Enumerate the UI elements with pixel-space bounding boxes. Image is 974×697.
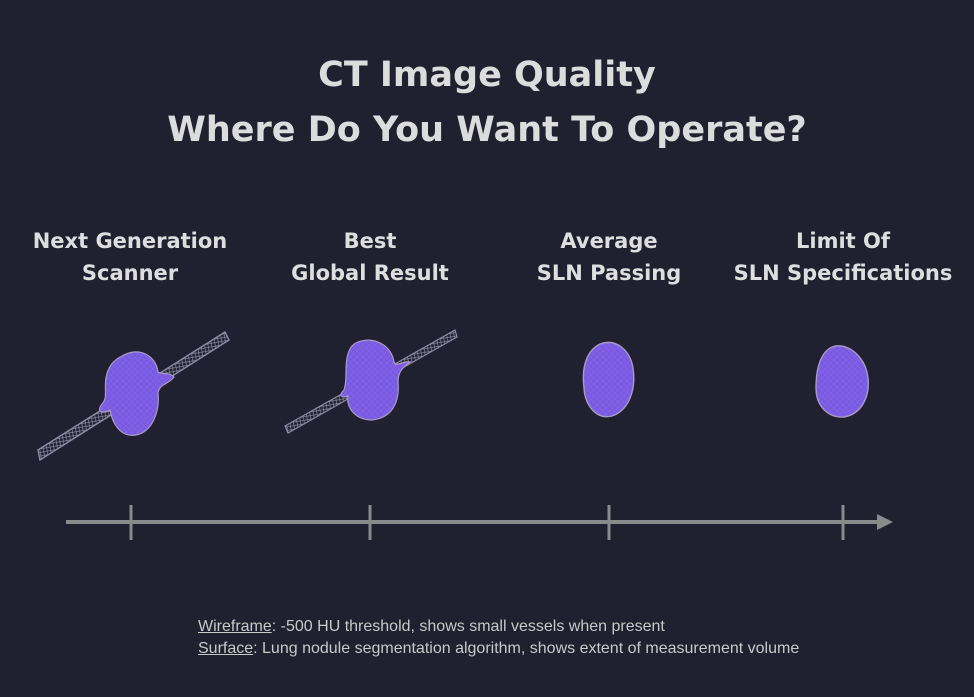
- nodule-surface: [340, 339, 412, 421]
- column-label-line-2: SLN Passing: [536, 261, 682, 285]
- axis-arrowhead: [877, 514, 893, 530]
- legend-wireframe-row: Wireframe: -500 HU threshold, shows smal…: [198, 616, 799, 638]
- column-label-next-generation: Next Generation Scanner: [0, 225, 260, 289]
- legend-surface-row: Surface: Lung nodule segmentation algori…: [198, 638, 799, 660]
- column-label-best-global: Best Global Result: [240, 225, 500, 289]
- nodule-rendering-average-sln: [582, 341, 635, 418]
- column-label-average-sln: Average SLN Passing: [479, 225, 739, 289]
- legend: Wireframe: -500 HU threshold, shows smal…: [198, 616, 799, 660]
- title-line-1: CT Image Quality: [318, 55, 656, 95]
- nodule-rendering-next-generation: [37, 330, 230, 462]
- column-label-line-1: Limit Of: [796, 229, 890, 253]
- legend-wireframe-text: : -500 HU threshold, shows small vessels…: [271, 618, 665, 635]
- nodule-surface: [98, 351, 175, 436]
- column-label-line-1: Average: [560, 229, 658, 253]
- legend-surface-term: Surface: [198, 640, 254, 657]
- column-label-line-2: Scanner: [81, 261, 179, 285]
- column-label-line-1: Best: [343, 229, 397, 253]
- title-line-2: Where Do You Want To Operate?: [167, 110, 807, 150]
- slide-title: CT Image Quality Where Do You Want To Op…: [0, 48, 974, 158]
- nodule-rendering-best-global: [284, 329, 458, 434]
- legend-surface-text: : Lung nodule segmentation algorithm, sh…: [253, 640, 800, 657]
- nodule-surface: [582, 341, 635, 418]
- column-label-line-2: Global Result: [291, 261, 449, 285]
- column-label-limit-sln: Limit Of SLN Specifications: [713, 225, 973, 289]
- column-label-line-1: Next Generation: [32, 229, 228, 253]
- quality-axis: [66, 505, 893, 540]
- nodule-surface: [815, 345, 869, 418]
- column-label-line-2: SLN Specifications: [733, 261, 953, 285]
- legend-wireframe-term: Wireframe: [198, 618, 272, 635]
- nodule-rendering-limit-sln: [815, 345, 869, 418]
